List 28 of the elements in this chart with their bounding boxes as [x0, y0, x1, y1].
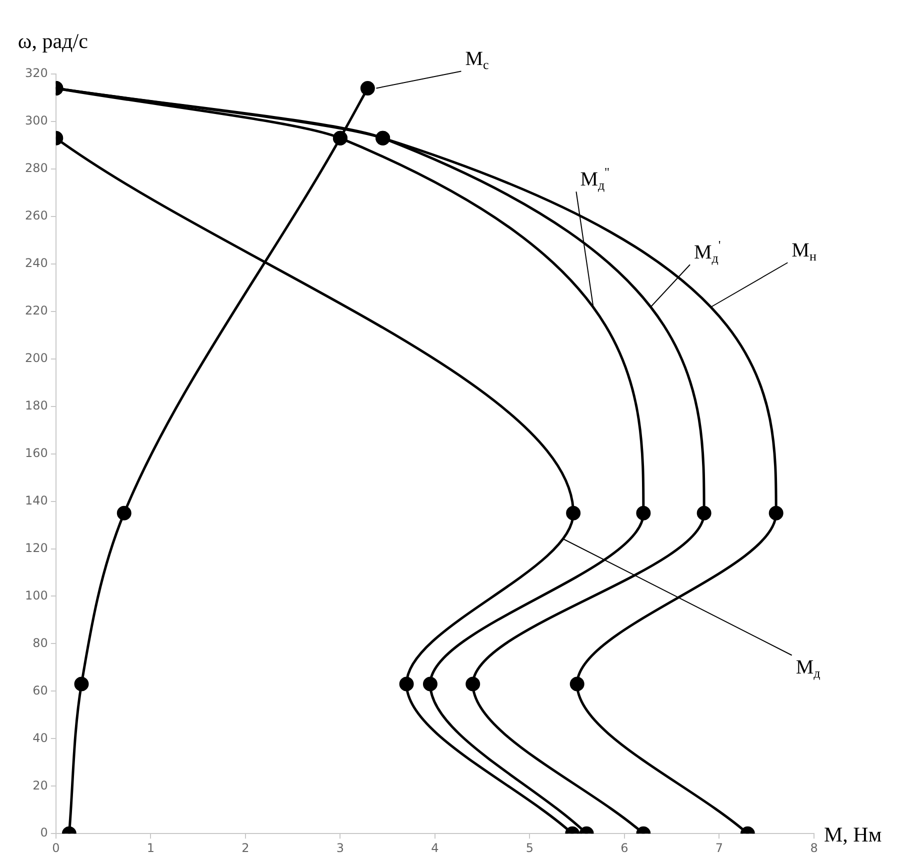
x-tick-label: 3	[336, 840, 344, 855]
y-tick-label: 160	[25, 446, 48, 460]
y-tick-label: 320	[25, 66, 48, 80]
x-tick-label: 8	[810, 840, 818, 855]
y-tick-label: 240	[25, 256, 48, 270]
y-tick-label: 300	[25, 114, 48, 128]
y-tick-label: 40	[32, 730, 48, 745]
x-tick-label: 1	[146, 840, 154, 855]
y-tick-label: 20	[32, 778, 48, 792]
y-tick-label: 280	[25, 161, 48, 176]
x-tick-label: 5	[526, 840, 534, 855]
x-tick-label: 4	[431, 840, 439, 855]
y-tick-label: 140	[25, 493, 48, 508]
y-tick-label: 100	[25, 588, 48, 602]
y-axis-title: ω, рад/с	[18, 29, 88, 53]
x-tick-label: 7	[715, 840, 724, 855]
y-tick-label: 0	[40, 826, 48, 840]
x-axis-title: M, Нм	[824, 822, 882, 847]
y-tick-label: 60	[32, 683, 48, 698]
x-tick-label: 0	[52, 840, 60, 855]
y-tick-label: 80	[32, 636, 48, 650]
y-tick-label: 260	[25, 208, 48, 223]
x-tick-label: 2	[242, 840, 250, 855]
y-tick-label: 180	[25, 398, 48, 412]
y-tick-label: 220	[25, 304, 48, 318]
x-tick-label: 6	[620, 840, 628, 855]
y-tick-label: 120	[25, 540, 48, 555]
y-tick-label: 200	[25, 350, 48, 365]
